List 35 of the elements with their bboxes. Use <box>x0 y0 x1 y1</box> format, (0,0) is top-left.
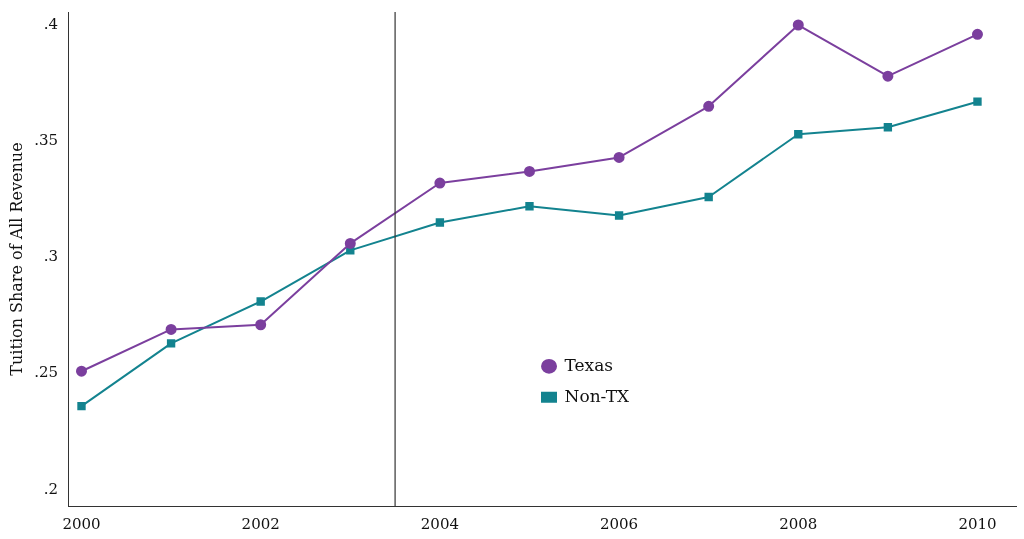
point <box>435 218 445 227</box>
point <box>794 130 803 139</box>
point <box>523 165 535 177</box>
x-tick-label: 2010 <box>958 514 997 533</box>
point <box>165 323 177 335</box>
point <box>77 401 86 411</box>
point <box>166 339 176 348</box>
y-tick-label: .25 <box>34 363 59 382</box>
x-tick-label: 2000 <box>62 514 101 533</box>
point <box>883 123 893 132</box>
point <box>882 70 894 82</box>
y-tick-label: .4 <box>43 14 59 33</box>
point <box>255 319 267 331</box>
y-tick-label: .35 <box>34 131 59 150</box>
x-tick-label: 2008 <box>779 514 818 533</box>
legend-label: Texas <box>564 354 614 375</box>
point <box>614 211 624 220</box>
x-tick-label: 2004 <box>420 514 459 533</box>
point <box>971 28 983 40</box>
point <box>76 365 87 377</box>
point <box>613 151 625 163</box>
point <box>703 100 715 112</box>
y-tick-label: .2 <box>43 479 59 498</box>
x-tick-label: 2002 <box>241 514 280 533</box>
point <box>704 192 713 202</box>
x-tick-label: 2006 <box>599 514 639 533</box>
y-axis-title: Tuition Share of All Revenue <box>6 142 26 376</box>
point <box>344 237 356 249</box>
point <box>973 97 982 106</box>
point <box>256 297 265 306</box>
y-tick-label: .3 <box>43 247 59 266</box>
point <box>792 19 804 31</box>
point <box>525 202 534 211</box>
point <box>434 177 446 189</box>
legend-label: Non-TX <box>564 385 631 406</box>
